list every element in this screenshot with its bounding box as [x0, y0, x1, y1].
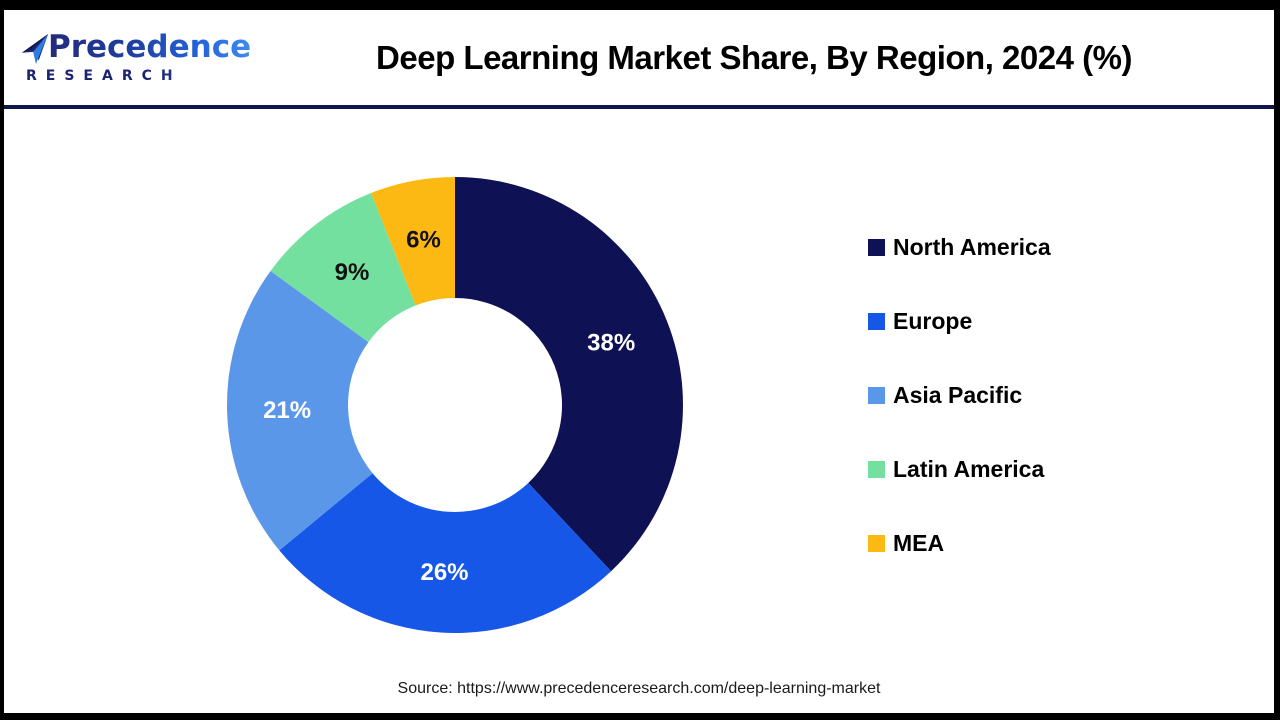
legend-item-europe: Europe — [868, 306, 1051, 336]
legend: North America Europe Asia Pacific Latin … — [868, 232, 1051, 558]
legend-swatch-north-america — [868, 238, 885, 256]
legend-swatch-europe — [868, 312, 885, 330]
pie-slice-asia-pacific — [226, 270, 373, 551]
paper-plane-icon — [21, 34, 49, 64]
legend-item-latin-america: Latin America — [868, 454, 1051, 484]
legend-item-north-america: North America — [868, 232, 1051, 262]
logo-line1: Precedence — [20, 32, 251, 66]
legend-label-mea: MEA — [893, 529, 945, 556]
pie-slice-latin-america — [270, 193, 416, 343]
header: Precedence RESEARCH Deep Learning Market… — [4, 10, 1274, 109]
source-text: Source: https://www.precedenceresearch.c… — [397, 680, 881, 697]
precedence-research-logo: Precedence RESEARCH — [4, 32, 251, 83]
pie-slice-europe — [279, 473, 612, 633]
legend-label-europe: Europe — [893, 307, 973, 334]
chart-title: Deep Learning Market Share, By Region, 2… — [376, 38, 1132, 76]
slice-label-europe: 26% — [420, 559, 468, 586]
legend-label-latin-america: Latin America — [893, 455, 1045, 482]
legend-label-north-america: North America — [893, 233, 1051, 260]
logo-subtitle: RESEARCH — [20, 69, 244, 83]
donut-chart: 38% 26% 21% 9% 6% — [226, 177, 683, 633]
slice-label-mea: 6% — [406, 227, 441, 254]
legend-swatch-mea — [868, 534, 885, 552]
slice-label-north-america: 38% — [587, 330, 635, 357]
slice-label-latin-america: 9% — [335, 259, 370, 286]
page-canvas: Precedence RESEARCH Deep Learning Market… — [4, 10, 1274, 713]
legend-item-mea: MEA — [868, 528, 1051, 558]
pie-slice-north-america — [455, 177, 683, 572]
slice-label-asia-pacific: 21% — [263, 397, 311, 424]
pie-slice-mea — [371, 177, 455, 306]
legend-label-asia-pacific: Asia Pacific — [893, 381, 1023, 408]
logo-wordmark: Precedence — [48, 29, 252, 65]
legend-item-asia-pacific: Asia Pacific — [868, 380, 1051, 410]
legend-swatch-latin-america — [868, 460, 885, 478]
legend-swatch-asia-pacific — [868, 386, 885, 404]
